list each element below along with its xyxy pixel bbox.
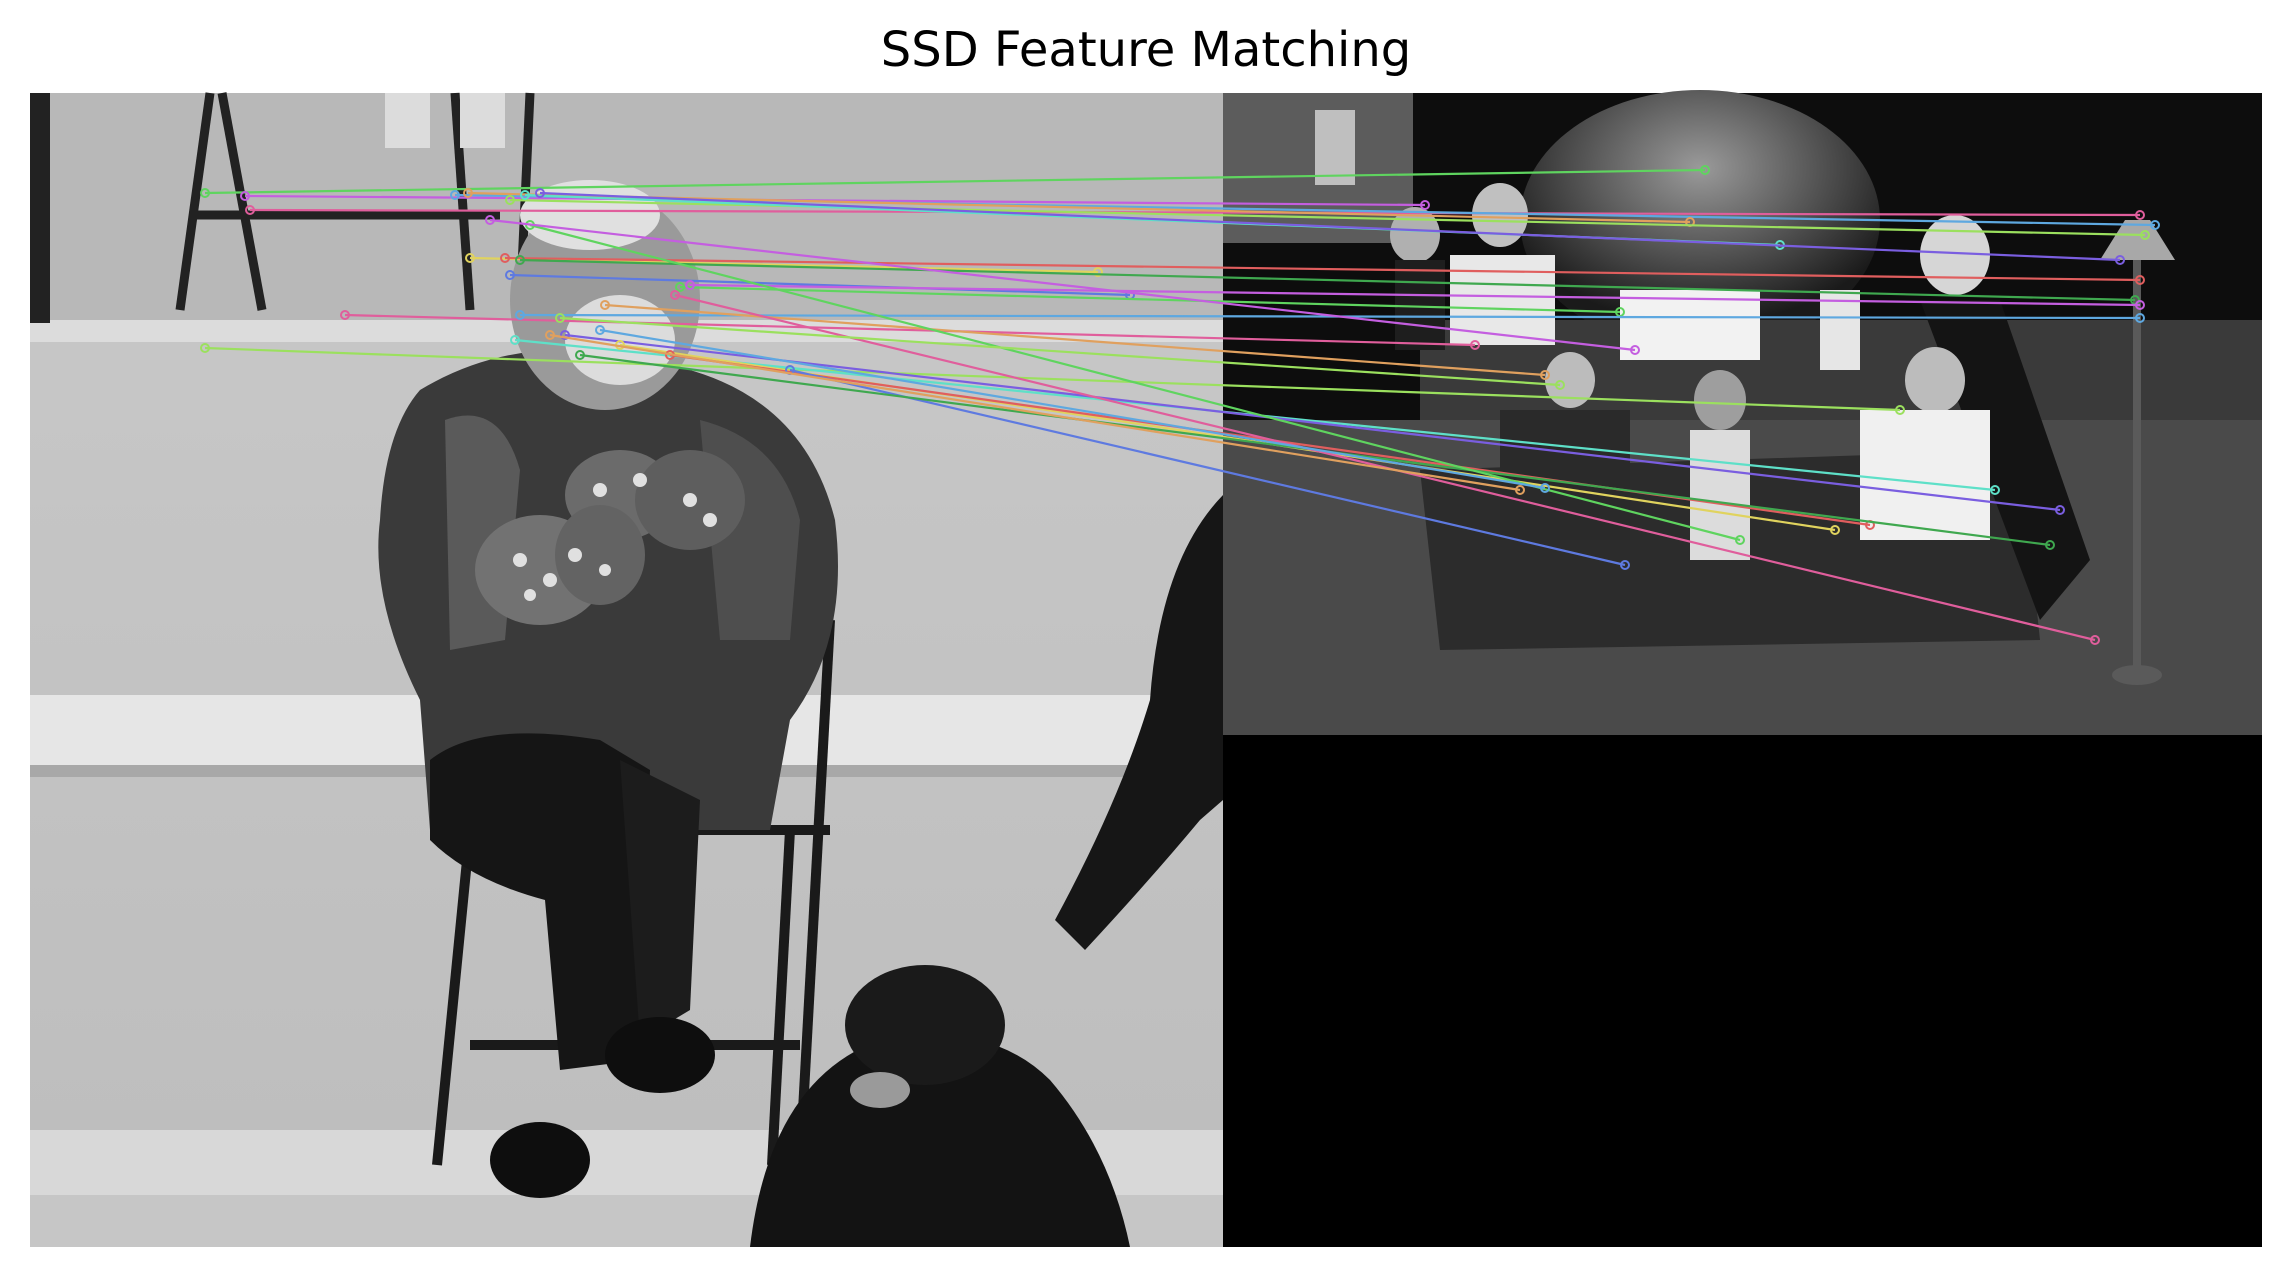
keypoint-marker — [500, 253, 510, 263]
keypoint-marker — [2045, 540, 2055, 550]
window — [1315, 110, 1355, 185]
match-line — [564, 333, 2061, 512]
keypoint-marker — [1555, 380, 1565, 390]
match-line — [204, 168, 1706, 195]
match-line — [599, 328, 1546, 490]
background-chair — [175, 92, 535, 311]
keypoint-marker — [1470, 340, 1480, 350]
keypoint-marker — [545, 330, 555, 340]
keypoint-marker — [2135, 210, 2145, 220]
keypoint-marker — [1895, 405, 1905, 415]
keypoint-marker — [200, 188, 210, 198]
right-image — [1223, 90, 2262, 1247]
keypoint-marker — [575, 350, 585, 360]
keypoint-marker — [2135, 300, 2145, 310]
match-line — [679, 285, 1621, 314]
match-line — [344, 313, 1476, 347]
keypoint-marker — [1540, 370, 1550, 380]
match-line — [519, 258, 2136, 302]
wall-plate — [385, 93, 430, 148]
match-line — [244, 194, 1426, 207]
match-line — [689, 283, 2141, 307]
left-image — [30, 92, 1223, 1247]
match-lines — [200, 165, 2160, 645]
keypoint-marker — [465, 253, 475, 263]
keypoint-marker — [2090, 635, 2100, 645]
keypoint-marker — [560, 330, 570, 340]
keypoint-marker — [1630, 345, 1640, 355]
keypoint-marker — [595, 325, 605, 335]
keypoint-marker — [535, 188, 545, 198]
match-line — [249, 208, 2141, 217]
keypoint-marker — [685, 280, 695, 290]
keypoint-marker — [2135, 275, 2145, 285]
seated-man — [378, 180, 838, 1198]
keypoint-marker — [450, 190, 460, 200]
keypoint-marker — [1735, 535, 1745, 545]
match-line — [204, 346, 1901, 412]
match-line — [789, 368, 1626, 567]
keypoint-marker — [555, 313, 565, 323]
keypoint-marker — [1700, 165, 1710, 175]
keypoint-marker — [600, 300, 610, 310]
keypoint-marker — [1830, 525, 1840, 535]
keypoint-marker — [2150, 220, 2160, 230]
keypoint-marker — [200, 343, 210, 353]
match-line — [539, 191, 2121, 262]
match-line — [489, 218, 1636, 352]
photographer — [750, 495, 1223, 1247]
keypoint-marker — [675, 282, 685, 292]
left-edge-post — [30, 93, 50, 323]
match-line — [509, 273, 1131, 297]
keypoint-marker — [240, 191, 250, 201]
keypoint-marker — [1515, 485, 1525, 495]
match-line — [549, 333, 1521, 492]
keypoint-marker — [485, 215, 495, 225]
keypoint-marker — [505, 195, 515, 205]
keypoint-marker — [463, 188, 473, 198]
figure-title: SSD Feature Matching — [880, 22, 1412, 78]
keypoint-marker — [1540, 483, 1550, 493]
fountain-spray — [1520, 90, 1880, 350]
match-line — [559, 316, 1561, 387]
keypoint-marker — [245, 205, 255, 215]
keypoint-marker — [340, 310, 350, 320]
keypoint-marker — [1990, 485, 2000, 495]
group-people — [1390, 183, 2090, 620]
keypoint-marker — [2115, 255, 2125, 265]
wall-plate — [460, 93, 505, 148]
lamp — [2100, 220, 2175, 685]
keypoint-marker — [515, 310, 525, 320]
keypoint-marker — [515, 255, 525, 265]
keypoint-marker — [505, 270, 515, 280]
keypoint-marker — [510, 335, 520, 345]
keypoint-marker — [670, 290, 680, 300]
keypoint-marker — [1620, 560, 1630, 570]
keypoint-marker — [2135, 313, 2145, 323]
keypoint-marker — [2140, 230, 2150, 240]
keypoint-marker — [2055, 505, 2065, 515]
keypoint-marker — [1420, 200, 1430, 210]
keypoint-marker — [520, 190, 530, 200]
keypoint-marker — [1093, 267, 1103, 277]
match-line — [504, 256, 2141, 282]
match-line — [519, 313, 2141, 320]
